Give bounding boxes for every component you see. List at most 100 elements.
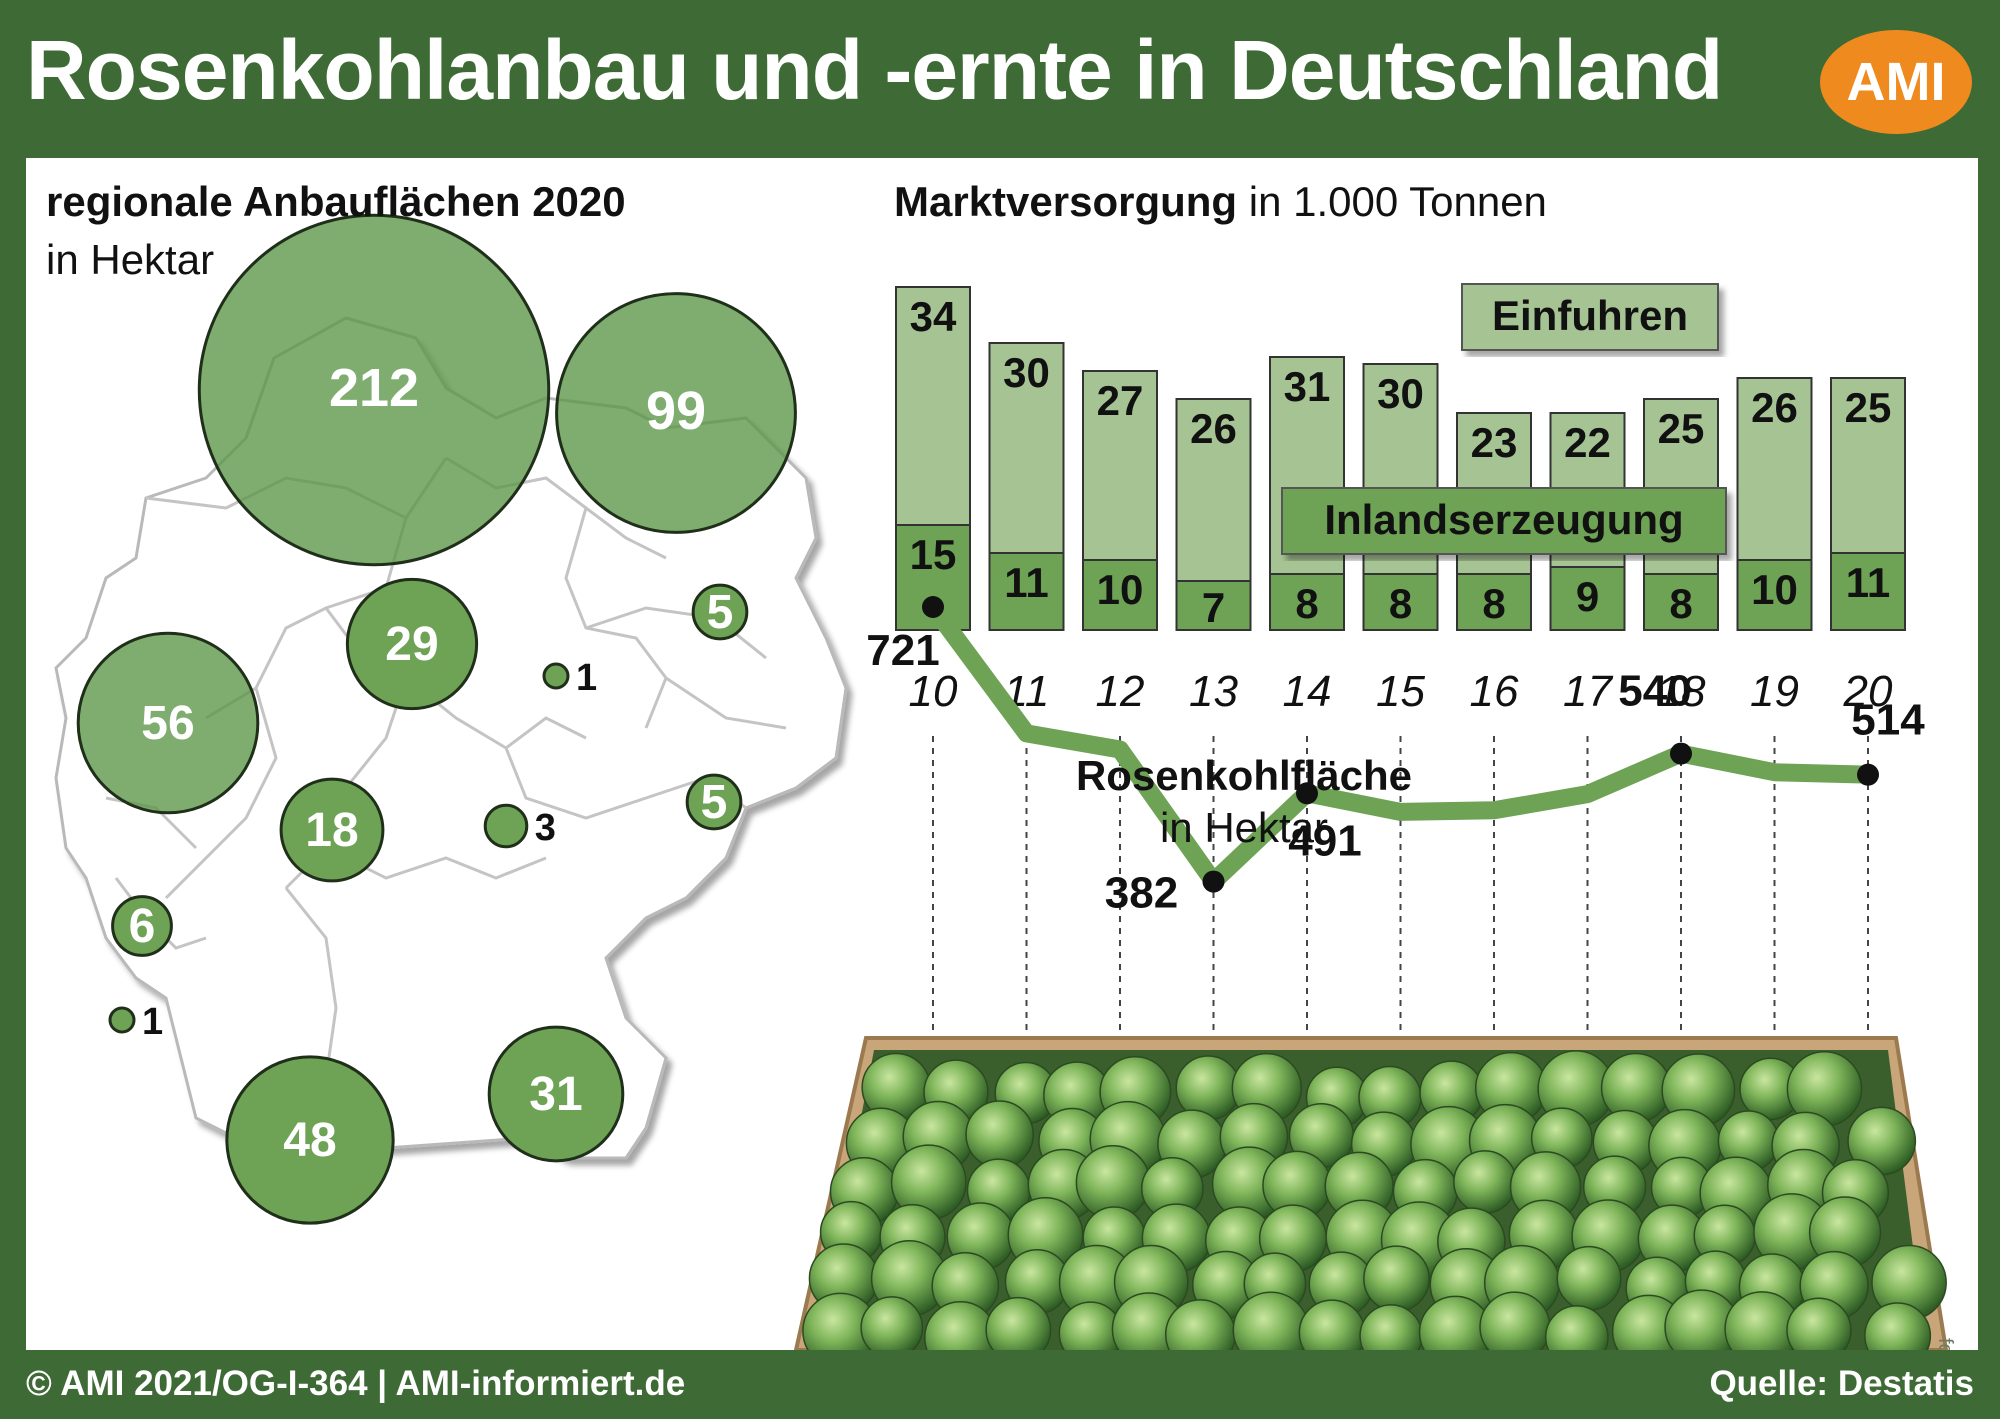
bar-domestic [988,552,1065,631]
line-point-label: 514 [1851,696,1925,745]
area-unit: in Hektar [1159,804,1329,851]
bar-domestic [1269,573,1345,631]
region-bubble: 5 [685,773,743,831]
bar-imports [988,342,1065,554]
bar-domestic [1549,566,1626,631]
region-bubble-value: 3 [535,807,556,849]
bar-domestic-label: 8 [1482,580,1505,627]
region-bubble-circle [108,1006,136,1034]
region-bubble: 29 [345,577,479,711]
area-line-chart: 721 382 491 540 514 [866,595,1925,1036]
region-bubble: 31 [487,1025,625,1163]
line-point [1296,782,1318,805]
bar-imports-label: 34 [910,293,957,340]
region-bubble: 6 [111,895,173,957]
bar-domestic [1082,559,1158,631]
line-point [922,595,944,618]
bar-domestic [1175,580,1252,631]
region-bubble-circle [555,292,797,534]
supply-title: Marktversorgung in 1.000 Tonnen [894,178,1547,226]
bar-domestic-label: 10 [1097,566,1144,613]
line-point-label: 721 [866,626,939,675]
region-bubble: 212 [197,213,551,567]
line-point-label: 491 [1288,816,1361,865]
region-bubble-circle [487,1025,625,1163]
bar-domestic [1643,573,1719,631]
region-bubble: 48 [225,1055,395,1225]
region-bubble-value: 48 [283,1114,336,1167]
region-bubble-value: 31 [529,1068,582,1121]
region-bubble-value: 29 [385,618,438,671]
region-bubble-circle [111,895,173,957]
bar-domestic-label: 10 [1751,566,1798,613]
bar-domestic-label: 9 [1576,573,1599,620]
line-point-label: 540 [1618,667,1691,716]
region-bubble: 5 [691,583,749,641]
bar-imports [1175,398,1252,582]
region-bubble-circle [685,773,743,831]
footer-copyright: © AMI 2021/OG-I-364 | AMI-informiert.de [26,1364,686,1403]
content-panel: 212 99 56 48 31 29 18 6 5 5 3 1 1 34 15 10 30 11 11 27 10 12… [26,158,1978,1350]
x-tick-label: 16 [1470,667,1519,716]
region-bubble-circle [279,777,385,883]
region-bubble: 56 [76,631,260,815]
region-bubble: 18 [279,777,385,883]
bar-imports-label: 26 [1751,384,1798,431]
region-bubble-circle [76,631,260,815]
bar-imports-label: 25 [1658,405,1705,452]
bar-imports-label: 26 [1190,405,1237,452]
x-tick-label: 17 [1563,667,1613,716]
region-bubble-circle [691,583,749,641]
region-bubble-value: 6 [129,900,156,953]
region-bubble-circle [197,213,551,567]
x-tick-label: 13 [1189,667,1238,716]
area-title: Rosenkohlfläche [1075,752,1413,799]
bar-imports-label: 22 [1564,419,1611,466]
region-bubble: 1 [108,1001,163,1043]
region-bubble-value: 18 [305,804,358,857]
bar-domestic-label: 8 [1295,580,1318,627]
region-bubble-circle [542,662,570,690]
bar-imports-label: 27 [1097,377,1144,424]
bar-imports-label: 25 [1845,384,1892,431]
bar-imports-label: 30 [1003,349,1050,396]
legend-imports-label: Einfuhren [1492,292,1688,339]
legend-domestic-label: Inlandserzeugung [1324,496,1683,543]
bar-imports [895,286,971,526]
bar-imports-label: 31 [1284,363,1331,410]
sprouts-crate-photo [793,1036,1949,1350]
bar-domestic [1830,552,1906,631]
region-bubble-value: 1 [576,657,597,699]
bar-domestic [1736,559,1813,631]
area-line [924,597,1877,891]
region-bubble-value: 5 [701,776,728,829]
region-bubble-value: 5 [707,586,734,639]
bar-imports [1830,377,1906,554]
footer-source: Quelle: Destatis [1709,1364,1974,1403]
x-tick-label: 10 [909,667,958,716]
page-title: Rosenkohlanbau und -ernte in Deutschland [26,23,1723,117]
region-bubble: 99 [555,292,797,534]
x-tick-label: 18 [1657,667,1706,716]
legend-imports: Einfuhren [1461,283,1719,351]
region-bubble-value: 212 [329,358,419,418]
bar-imports [1082,370,1158,561]
region-bubble-value: 99 [646,381,706,441]
region-bubble-circle [483,803,529,849]
x-tick-label: 20 [1843,667,1893,716]
legend-domestic: Inlandserzeugung [1281,487,1727,555]
x-tick-label: 12 [1096,667,1145,716]
bar-domestic-label: 11 [1004,559,1048,606]
region-bubble-value: 56 [141,697,194,750]
region-bubble-value: 1 [142,1001,163,1043]
line-point-label: 382 [1105,869,1178,918]
line-point [1857,763,1879,786]
supply-title-unit: in 1.000 Tonnen [1237,178,1547,225]
region-bubble-circle [345,577,479,711]
x-tick-label: 15 [1376,667,1425,716]
ami-logo: AMI [1820,30,1972,134]
bar-domestic [1456,573,1532,631]
